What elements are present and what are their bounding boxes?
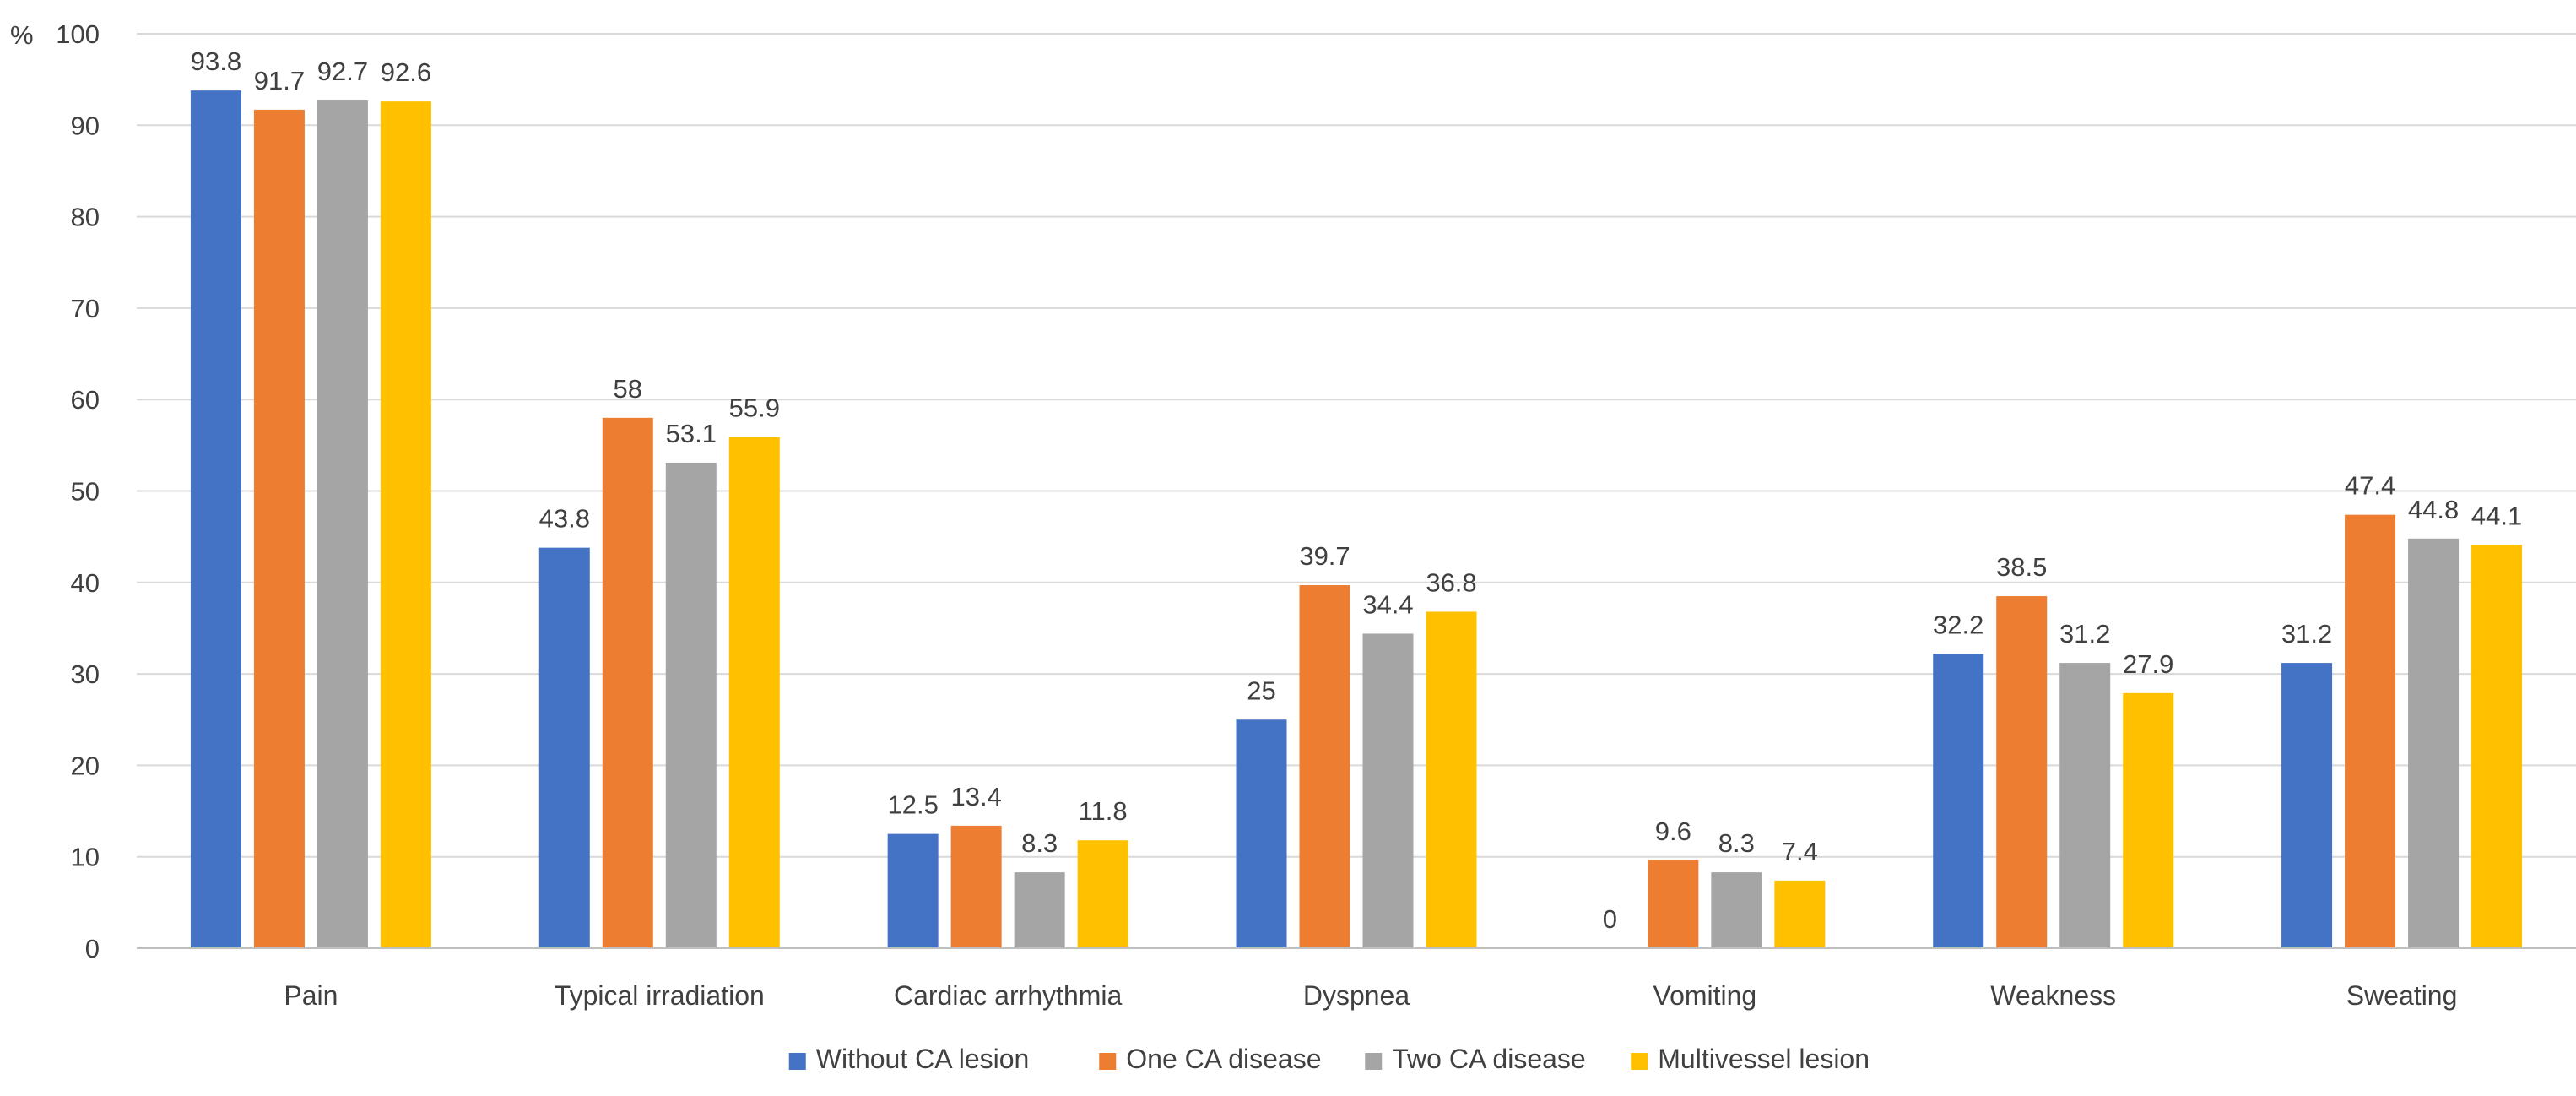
data-label: 25: [1247, 676, 1275, 705]
bar: [665, 462, 717, 948]
data-label: 34.4: [1362, 589, 1413, 619]
legend: Without CA lesion One CA disease Two CA di…: [788, 1044, 1870, 1074]
bar: [2345, 514, 2396, 948]
data-label: 8.3: [1021, 828, 1058, 858]
bar: [1648, 860, 1699, 948]
x-axis-categories: Pain Typical irradiation Cardiac arrhythmi…: [284, 980, 2457, 1011]
data-label: 53.1: [666, 419, 717, 448]
data-label: 44.8: [2408, 495, 2459, 524]
bar-series: [190, 90, 2523, 949]
x-category-label: Typical irradiation: [555, 980, 765, 1011]
data-label: 8.3: [1718, 828, 1755, 858]
bar: [253, 109, 305, 948]
y-tick-label: 30: [71, 659, 100, 689]
bar: [538, 547, 590, 948]
data-label: 36.8: [1426, 567, 1476, 597]
y-axis-ticks: 0 10 20 30 40 50 60 70 80 90 100: [56, 19, 100, 963]
bar: [2123, 692, 2174, 948]
bar: [2281, 663, 2333, 948]
data-label: 9.6: [1655, 817, 1691, 846]
legend-swatch: [1099, 1053, 1117, 1070]
data-label: 12.5: [887, 790, 938, 820]
y-tick-label: 90: [71, 111, 100, 140]
data-label: 0: [1603, 904, 1617, 934]
data-label: 92.6: [381, 57, 431, 87]
bar: [190, 90, 241, 949]
y-tick-label: 40: [71, 568, 100, 598]
bar: [317, 100, 368, 948]
x-category-label: Pain: [284, 980, 338, 1011]
data-label: 47.4: [2345, 471, 2395, 501]
legend-swatch: [1365, 1053, 1383, 1070]
bar: [1426, 611, 1477, 948]
data-label: 91.7: [254, 66, 305, 95]
legend-label: Two CA disease: [1392, 1044, 1585, 1074]
data-label: 31.2: [2281, 619, 2332, 648]
bar: [2471, 545, 2523, 948]
bar: [1299, 585, 1350, 948]
bar: [1933, 654, 1984, 948]
x-category-label: Vomiting: [1653, 980, 1756, 1011]
x-category-label: Weakness: [1990, 980, 2116, 1011]
bar: [380, 101, 431, 949]
legend-swatch: [1631, 1053, 1648, 1070]
x-category-label: Cardiac arrhythmia: [894, 980, 1123, 1011]
y-tick-label: 80: [71, 203, 100, 232]
y-tick-label: 50: [71, 477, 100, 507]
x-category-label: Dyspnea: [1303, 980, 1410, 1011]
bar: [1236, 719, 1287, 948]
data-label: 92.7: [317, 57, 368, 86]
bar: [602, 417, 653, 948]
data-label: 44.1: [2471, 501, 2522, 530]
y-tick-label: 10: [71, 843, 100, 872]
data-label: 13.4: [950, 782, 1001, 811]
bar: [2408, 538, 2460, 948]
bar: [1711, 872, 1762, 948]
y-tick-label: 70: [71, 294, 100, 323]
data-label: 38.5: [1996, 552, 2047, 582]
bar: [1362, 633, 1414, 948]
data-label: 55.9: [729, 393, 780, 423]
bar: [2059, 663, 2111, 948]
bar: [1996, 596, 2048, 948]
y-axis-unit-label: %: [10, 20, 34, 50]
bar: [887, 833, 939, 948]
gridlines: [137, 33, 2576, 858]
y-tick-label: 60: [71, 385, 100, 415]
data-label: 27.9: [2123, 649, 2173, 679]
legend-swatch: [788, 1053, 806, 1070]
data-label: 39.7: [1299, 541, 1350, 571]
bar: [1014, 872, 1065, 948]
data-label: 31.2: [2059, 619, 2110, 648]
data-label: 7.4: [1782, 837, 1818, 866]
data-label: 58: [614, 374, 642, 404]
x-category-label: Sweating: [2346, 980, 2458, 1011]
y-tick-label: 0: [85, 934, 100, 963]
legend-label: Without CA lesion: [816, 1044, 1030, 1074]
data-label: 11.8: [1079, 796, 1128, 826]
data-label: 93.8: [191, 46, 241, 76]
legend-label: Multivessel lesion: [1658, 1044, 1870, 1074]
data-label: 32.2: [1933, 610, 1983, 639]
legend-label: One CA disease: [1126, 1044, 1321, 1074]
bar: [728, 437, 780, 948]
y-tick-label: 20: [71, 751, 100, 780]
y-tick-label: 100: [56, 19, 100, 49]
bar: [950, 825, 1002, 948]
data-labels: 93.8 91.7 92.7 92.6 43.8 58 53.1 55.9 12.5 13.4 8.…: [191, 46, 2522, 934]
data-label: 43.8: [539, 504, 590, 534]
bar: [1774, 880, 1826, 948]
bar: [1077, 840, 1128, 948]
